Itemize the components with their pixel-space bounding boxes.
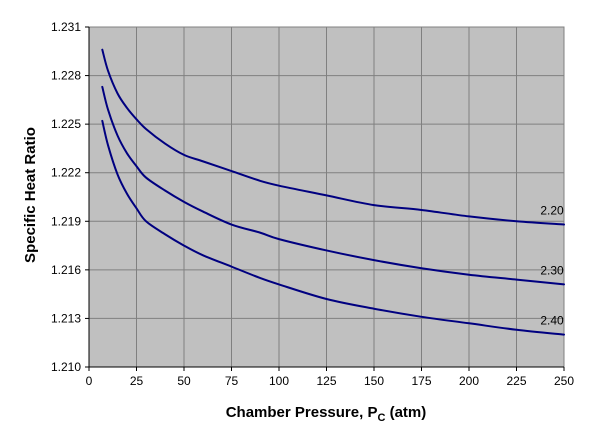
series-line-2-30 xyxy=(101,85,565,286)
x-axis-title-subscript: C xyxy=(377,412,385,424)
y-tick-label: 1.219 xyxy=(51,214,81,228)
axes xyxy=(85,26,565,371)
y-axis-title: Specific Heat Ratio xyxy=(22,127,39,263)
y-tick-label: 1.228 xyxy=(51,69,81,83)
x-axis-title-main: Chamber Pressure, P xyxy=(226,404,378,421)
x-axis-title-suffix: (atm) xyxy=(385,404,426,421)
x-tick-label: 0 xyxy=(86,374,93,388)
y-tick-label: 1.216 xyxy=(51,263,81,277)
y-tick-label: 1.222 xyxy=(51,166,81,180)
y-tick-label: 1.225 xyxy=(51,117,81,131)
x-axis-title: Chamber Pressure, PC (atm) xyxy=(226,404,427,424)
series-labels: 2.20 2.30 2.40 xyxy=(540,204,564,328)
series-line-2-20 xyxy=(101,48,565,226)
series-label-2-40: 2.40 xyxy=(540,314,564,328)
x-tick-label: 250 xyxy=(554,374,574,388)
series-label-2-30: 2.30 xyxy=(540,263,564,277)
x-tick-label: 75 xyxy=(225,374,239,388)
series-lines xyxy=(101,48,565,336)
x-tick-labels: 0 25 50 75 100 125 150 175 200 225 250 xyxy=(86,374,575,388)
x-tick-label: 175 xyxy=(411,374,431,388)
x-tick-label: 150 xyxy=(364,374,384,388)
x-tick-label: 50 xyxy=(177,374,191,388)
y-tick-label: 1.210 xyxy=(51,360,81,374)
y-tick-labels: 1.210 1.213 1.216 1.219 1.222 1.225 1.228 1.231 xyxy=(51,20,81,374)
x-tick-label: 225 xyxy=(506,374,526,388)
x-tick-label: 100 xyxy=(269,374,289,388)
y-tick-label: 1.213 xyxy=(51,311,81,325)
grid-lines xyxy=(89,27,564,367)
x-tick-label: 25 xyxy=(130,374,144,388)
series-line-2-40 xyxy=(101,119,565,336)
y-tick-label: 1.231 xyxy=(51,20,81,34)
x-tick-label: 200 xyxy=(459,374,479,388)
x-tick-label: 125 xyxy=(316,374,336,388)
series-label-2-20: 2.20 xyxy=(540,204,564,218)
